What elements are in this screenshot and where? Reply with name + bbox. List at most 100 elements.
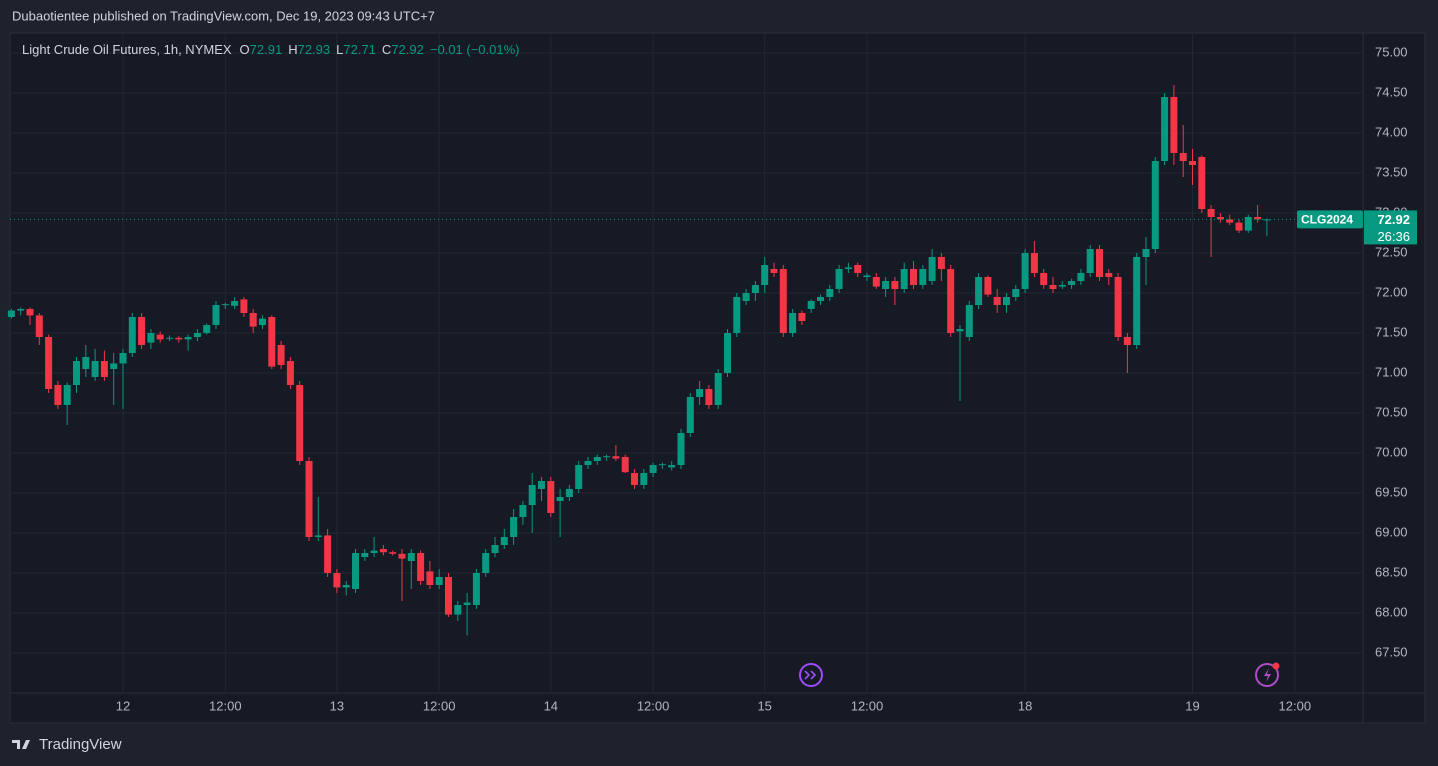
candle-body	[7, 310, 15, 317]
candle-body	[296, 385, 304, 461]
legend-ohlc-label: O	[240, 42, 250, 57]
x-tick-label: 12:00	[851, 698, 884, 713]
last-price-label: 72.92	[1377, 212, 1410, 227]
candle-body	[817, 297, 824, 301]
candles	[7, 85, 1271, 636]
candle-body	[35, 315, 43, 337]
candle-body	[1049, 285, 1057, 289]
y-tick-label: 71.50	[1375, 324, 1408, 339]
candle-body	[761, 265, 769, 285]
price-label-box	[1364, 210, 1417, 245]
y-tick-label: 67.50	[1375, 644, 1408, 659]
y-tick-label: 70.50	[1375, 404, 1408, 419]
candle-body	[863, 275, 871, 277]
candle-body	[975, 277, 983, 305]
y-tick-label: 70.00	[1375, 444, 1408, 459]
candle-body	[891, 281, 899, 289]
y-tick-label: 69.00	[1375, 524, 1408, 539]
legend-ohlc-label: L	[336, 42, 343, 57]
legend-ohlc-value: 72.71	[343, 42, 376, 57]
candle-body	[1161, 97, 1169, 161]
candle-body	[956, 329, 964, 332]
candle-body	[417, 553, 425, 581]
candle-body	[1189, 161, 1196, 165]
candle-body	[277, 345, 285, 365]
legend-ohlc-label: C	[382, 42, 391, 57]
candle-body	[696, 389, 704, 397]
candle-body	[993, 297, 1001, 305]
candle-body	[305, 461, 313, 537]
candle-body	[714, 373, 722, 405]
candle-body	[454, 605, 462, 615]
candle-body	[649, 465, 657, 473]
candle-body	[240, 299, 248, 313]
candle-body	[593, 457, 601, 461]
candle-body	[63, 385, 71, 405]
candle-body	[919, 269, 927, 285]
candle-body	[1133, 257, 1141, 345]
candle-body	[565, 489, 573, 497]
candle-body	[658, 464, 666, 466]
event-icon[interactable]	[799, 663, 823, 687]
candle-body	[798, 313, 806, 321]
x-tick-label: 18	[1018, 698, 1032, 713]
candle-body	[45, 337, 53, 389]
candle-body	[584, 461, 592, 465]
candle-body	[231, 301, 239, 306]
candle-body	[379, 549, 387, 553]
candle-body	[844, 267, 852, 269]
candle-body	[807, 301, 815, 309]
candle-body	[445, 577, 452, 615]
candle-body	[1151, 161, 1159, 249]
candle-body	[1086, 249, 1094, 273]
candle-body	[500, 537, 508, 545]
candle-body	[770, 269, 778, 273]
candle-body	[463, 602, 471, 605]
alert-icon[interactable]	[1255, 662, 1280, 687]
candle-body	[147, 333, 155, 343]
symbol-label: CLG2024	[1301, 213, 1353, 227]
candle-body	[54, 385, 62, 405]
candle-body	[472, 573, 480, 605]
candle-body	[640, 473, 648, 485]
candle-body	[1123, 337, 1131, 345]
candle-body	[128, 317, 136, 353]
candle-body	[1040, 273, 1048, 285]
candle-body	[1244, 217, 1252, 231]
candle-body	[352, 553, 359, 589]
candle-body	[249, 313, 257, 327]
legend-change: −0.01 (−0.01%)	[430, 42, 520, 57]
candle-body	[668, 465, 676, 468]
symbol-label-box	[1297, 210, 1363, 229]
candle-body	[1012, 289, 1020, 297]
candle-body	[1254, 217, 1262, 220]
candle-body	[547, 481, 555, 513]
candle-body	[1030, 253, 1038, 273]
candle-body	[1096, 249, 1103, 277]
candle-body	[1170, 97, 1178, 153]
candle-body	[333, 573, 341, 588]
y-tick-label: 69.50	[1375, 484, 1408, 499]
candle-body	[1003, 297, 1010, 305]
legend-ohlc-value: 72.92	[391, 42, 424, 57]
candle-body	[221, 304, 229, 306]
candle-body	[742, 293, 750, 301]
legend: Light Crude Oil Futures, 1h, NYMEX O72.91…	[22, 42, 519, 57]
candle-body	[872, 277, 880, 287]
candle-body	[203, 325, 211, 333]
y-tick-label: 74.00	[1375, 124, 1408, 139]
x-tick-label: 12:00	[423, 698, 456, 713]
logo	[12, 740, 30, 749]
candle-body	[1068, 281, 1076, 285]
y-tick-label: 71.00	[1375, 364, 1408, 379]
legend-ohlc-value: 72.91	[250, 42, 283, 57]
grid	[10, 33, 1363, 693]
y-tick-label: 68.00	[1375, 604, 1408, 619]
candle-body	[835, 269, 843, 289]
candle-body	[900, 269, 908, 289]
countdown-label: 26:36	[1377, 229, 1410, 244]
candle-body	[212, 305, 220, 325]
candle-body	[724, 333, 731, 373]
candle-body	[686, 397, 694, 433]
